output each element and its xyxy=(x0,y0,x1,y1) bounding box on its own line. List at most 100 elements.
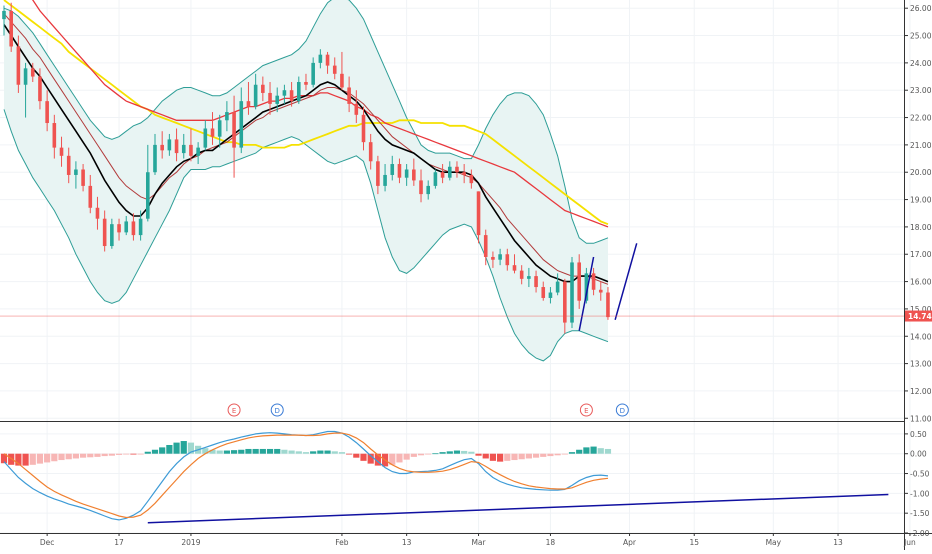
event-badge-label[interactable]: D xyxy=(620,407,625,415)
macd-histogram-bar[interactable] xyxy=(123,453,130,455)
candle-body[interactable] xyxy=(383,174,387,186)
macd-histogram-bar[interactable] xyxy=(302,452,310,454)
macd-histogram-bar[interactable] xyxy=(604,448,612,454)
macd-histogram-bar[interactable] xyxy=(353,453,360,458)
macd-histogram-bar[interactable] xyxy=(180,441,187,454)
candle-body[interactable] xyxy=(397,164,402,178)
candle-body[interactable] xyxy=(232,112,236,148)
macd-histogram-bar[interactable] xyxy=(137,453,144,455)
candle-body[interactable] xyxy=(196,147,200,156)
macd-histogram-bar[interactable] xyxy=(511,453,518,461)
candle-body[interactable] xyxy=(332,65,337,74)
macd-histogram-bar[interactable] xyxy=(554,453,561,456)
candle-body[interactable] xyxy=(289,90,294,102)
candle-body[interactable] xyxy=(52,123,57,148)
trend-line-price[interactable] xyxy=(614,243,638,321)
candle-body[interactable] xyxy=(505,254,510,266)
candle-body[interactable] xyxy=(527,276,531,279)
candle-body[interactable] xyxy=(519,270,524,279)
macd-histogram-bar[interactable] xyxy=(216,450,223,454)
macd-histogram-bar[interactable] xyxy=(576,449,583,454)
macd-histogram-bar[interactable] xyxy=(0,453,8,464)
candle-body[interactable] xyxy=(419,180,423,195)
candle-body[interactable] xyxy=(426,185,431,195)
macd-histogram-bar[interactable] xyxy=(461,450,468,454)
macd-histogram-bar[interactable] xyxy=(396,453,403,463)
event-badge-circle[interactable] xyxy=(227,403,241,417)
candle-body[interactable] xyxy=(404,169,409,178)
macd-histogram-bar[interactable] xyxy=(274,448,281,454)
candle-body[interactable] xyxy=(591,273,596,290)
candle-body[interactable] xyxy=(433,172,438,186)
candle-body[interactable] xyxy=(66,155,71,175)
candle-body[interactable] xyxy=(340,73,344,88)
candle-body[interactable] xyxy=(261,84,265,93)
trend-line-macd[interactable] xyxy=(147,493,889,524)
candle-body[interactable] xyxy=(124,221,129,233)
macd-histogram-bar[interactable] xyxy=(173,442,180,454)
candle-body[interactable] xyxy=(38,76,42,102)
event-badge-label[interactable]: E xyxy=(232,407,236,415)
macd-histogram-bar[interactable] xyxy=(187,442,195,454)
candle-body[interactable] xyxy=(81,169,85,186)
candle-body[interactable] xyxy=(311,62,315,85)
candle-body[interactable] xyxy=(167,139,172,151)
candle-body[interactable] xyxy=(462,172,466,175)
macd-histogram-bar[interactable] xyxy=(468,451,475,454)
macd-histogram-bar[interactable] xyxy=(8,453,15,465)
macd-histogram-bar[interactable] xyxy=(489,453,497,461)
candle-body[interactable] xyxy=(9,10,13,47)
candle-body[interactable] xyxy=(555,281,560,293)
candle-body[interactable] xyxy=(598,289,603,293)
candle-body[interactable] xyxy=(455,166,459,173)
macd-histogram-bar[interactable] xyxy=(44,453,51,463)
candle-body[interactable] xyxy=(440,172,445,178)
candle-body[interactable] xyxy=(390,164,395,175)
candle-body[interactable] xyxy=(45,101,49,124)
macd-histogram-bar[interactable] xyxy=(58,453,65,461)
candle-body[interactable] xyxy=(606,292,610,318)
candle-body[interactable] xyxy=(74,169,78,175)
macd-histogram-bar[interactable] xyxy=(202,448,209,454)
macd-histogram-bar[interactable] xyxy=(547,453,554,457)
candle-body[interactable] xyxy=(412,169,416,181)
macd-histogram-bar[interactable] xyxy=(72,453,79,459)
macd-histogram-bar[interactable] xyxy=(209,449,216,454)
candle-body[interactable] xyxy=(138,218,143,236)
macd-histogram-bar[interactable] xyxy=(518,453,525,460)
candle-body[interactable] xyxy=(347,87,351,104)
candle-body[interactable] xyxy=(447,166,452,178)
macd-histogram-bar[interactable] xyxy=(410,453,417,457)
macd-histogram-bar[interactable] xyxy=(475,453,482,456)
candle-body[interactable] xyxy=(146,172,150,219)
candle-body[interactable] xyxy=(512,265,517,271)
macd-histogram-bar[interactable] xyxy=(590,446,597,454)
candle-body[interactable] xyxy=(268,92,272,104)
candle-body[interactable] xyxy=(476,191,481,236)
macd-histogram-bar[interactable] xyxy=(79,453,87,458)
candle-body[interactable] xyxy=(361,114,366,143)
candle-body[interactable] xyxy=(239,101,244,148)
macd-histogram-bar[interactable] xyxy=(425,453,432,455)
macd-histogram-bar[interactable] xyxy=(266,448,274,454)
macd-histogram-bar[interactable] xyxy=(568,452,576,454)
macd-histogram-bar[interactable] xyxy=(159,447,166,454)
macd-histogram-bar[interactable] xyxy=(15,453,22,466)
candle-body[interactable] xyxy=(23,68,28,85)
candle-body[interactable] xyxy=(131,221,136,236)
candle-body[interactable] xyxy=(253,84,258,107)
candle-body[interactable] xyxy=(153,144,157,173)
macd-histogram-bar[interactable] xyxy=(532,453,540,458)
candle-body[interactable] xyxy=(210,128,215,137)
macd-histogram-bar[interactable] xyxy=(403,453,410,460)
macd-histogram-bar[interactable] xyxy=(223,450,230,454)
candle-body[interactable] xyxy=(376,161,380,186)
macd-histogram-bar[interactable] xyxy=(374,453,381,466)
candle-body[interactable] xyxy=(181,144,186,154)
event-badge-circle[interactable] xyxy=(270,403,284,417)
event-badge-circle[interactable] xyxy=(579,403,593,417)
macd-histogram-bar[interactable] xyxy=(94,453,101,457)
candle-body[interactable] xyxy=(469,174,474,184)
macd-histogram-bar[interactable] xyxy=(346,453,353,455)
